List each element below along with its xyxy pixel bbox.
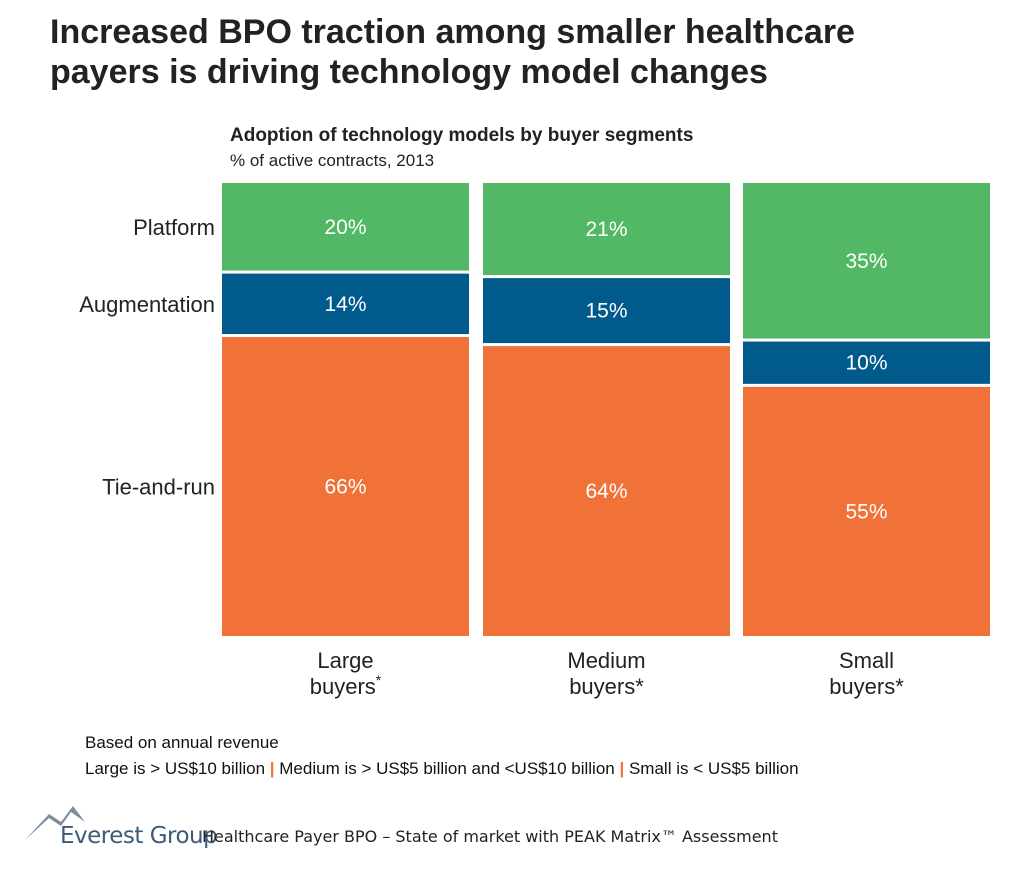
data-label: 20% [324, 216, 366, 239]
footnote-mark: * [895, 674, 904, 699]
page-title-line-1: Increased BPO traction among smaller hea… [50, 13, 855, 51]
data-label: 35% [845, 250, 887, 273]
footnote-separator: | [269, 759, 275, 778]
page-title: Increased BPO traction among smaller hea… [50, 12, 1010, 92]
footnote-medium: Medium is > US$5 billion and <US$10 bill… [279, 759, 615, 778]
data-label: 10% [845, 352, 887, 375]
category-label: Large [317, 648, 373, 673]
page-title-line-2: payers is driving technology model chang… [50, 53, 768, 91]
bar-segment-augmentation [483, 278, 730, 344]
data-label: 55% [845, 500, 887, 523]
data-label: 15% [585, 300, 627, 323]
footnote-small: Small is < US$5 billion [628, 759, 799, 778]
bar-segment-tie-and-run [743, 386, 990, 636]
bar-segment-augmentation [743, 341, 990, 384]
legend-label: Tie-and-run [102, 475, 215, 500]
category-label: buyers* [569, 674, 644, 699]
brand-name: Everest Group [60, 823, 218, 849]
data-label: 66% [324, 476, 366, 499]
bar-segment-augmentation [222, 273, 469, 335]
category-label: Small [839, 648, 894, 673]
footnote-large: Large is > US$10 billion [85, 759, 266, 778]
data-label: 14% [324, 293, 366, 316]
footnote-mark: * [376, 672, 382, 688]
chart-subtitle: % of active contracts, 2013 [230, 151, 435, 170]
footnote-mark: * [635, 674, 644, 699]
bar-segment-platform [222, 183, 469, 271]
footnote-basis: Based on annual revenue [85, 733, 279, 752]
bar-segment-tie-and-run [222, 337, 469, 636]
source-caption: Healthcare Payer BPO – State of market w… [202, 827, 778, 846]
footnote-separator: | [619, 759, 625, 778]
category-label: Medium [567, 648, 645, 673]
bar-segment-platform [743, 183, 990, 339]
stacked-bar-chart: 20%14%66%Largebuyers*21%15%64%Mediumbuye… [79, 183, 990, 699]
chart-title: Adoption of technology models by buyer s… [230, 125, 694, 146]
category-label: buyers* [310, 672, 382, 699]
bar-segment-tie-and-run [483, 346, 730, 636]
bar-segment-platform [483, 183, 730, 276]
legend-label: Augmentation [79, 292, 215, 317]
legend-label: Platform [133, 215, 215, 240]
category-label: buyers* [829, 674, 904, 699]
data-label: 64% [585, 480, 627, 503]
footnote-definitions: Large is > US$10 billion | Medium is > U… [85, 759, 799, 779]
data-label: 21% [585, 218, 627, 241]
